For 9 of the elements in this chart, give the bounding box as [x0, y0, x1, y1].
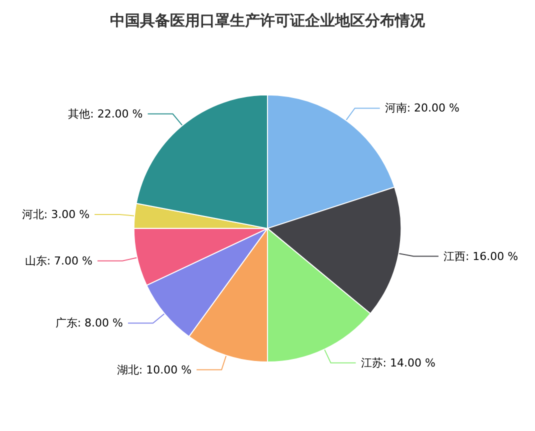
slice-label: 广东: 8.00 %: [55, 316, 123, 330]
slice-label: 江苏: 14.00 %: [360, 356, 436, 370]
slice-label: 江西: 16.00 %: [443, 250, 518, 263]
slice-label: 河北: 3.00 %: [22, 208, 90, 221]
slice-label: 山东: 7.00 %: [24, 254, 92, 268]
chart-title: 中国具备医用口罩生产许可证企业地区分布情况: [110, 12, 426, 30]
slice-label: 湖北: 10.00 %: [116, 363, 192, 376]
slice-label: 其他: 22.00 %: [68, 107, 143, 120]
slice-label: 河南: 20.00 %: [384, 102, 460, 115]
